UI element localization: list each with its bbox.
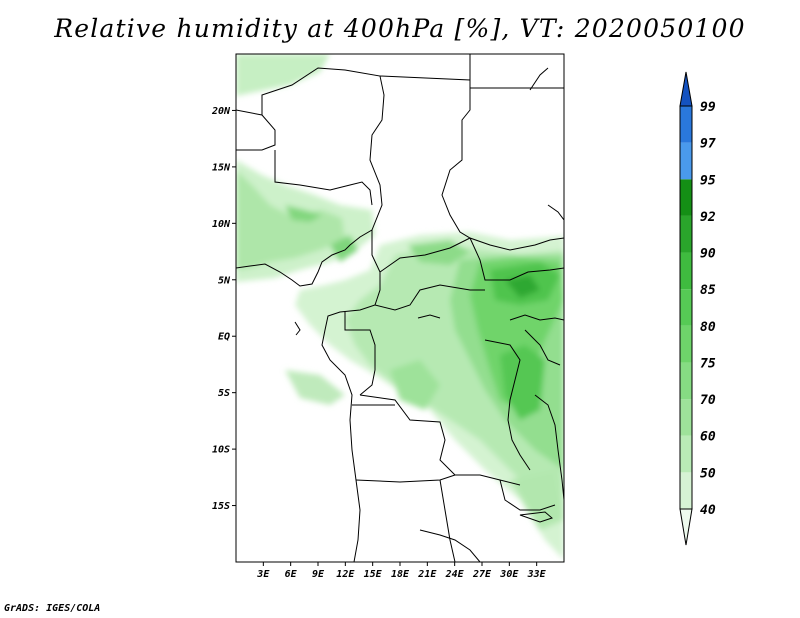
colorbar-label: 97 [700,137,716,152]
lon-tick-label: 6E [285,569,298,580]
colorbar-label: 40 [700,503,716,518]
credit-text: GrADS: IGES/COLA [4,603,101,614]
chart-title: Relative humidity at 400hPa [%], VT: 202… [54,14,746,43]
lat-tick-label: 5N [218,275,231,286]
lat-tick-label: 15N [212,162,231,173]
latitude-axis: 20N 15N 10N 5N EQ 5S 10S 15S [211,106,236,512]
colorbar-segment [680,325,692,363]
colorbar: 40 50 60 70 75 80 85 90 92 95 97 99 [679,71,716,546]
lat-tick-label: 15S [212,501,230,512]
lon-tick-label: 21E [417,569,437,580]
lon-tick-label: 27E [472,569,492,580]
lon-tick-label: 9E [312,569,325,580]
lon-tick-label: 3E [256,569,270,580]
lat-tick-label: EQ [218,332,230,343]
colorbar-label: 70 [700,393,716,408]
colorbar-label: 95 [700,173,716,188]
colorbar-label: 60 [700,430,716,445]
colorbar-segment [680,252,692,290]
colorbar-segment [680,142,692,180]
colorbar-lower-triangle [679,508,693,546]
country-boundaries [236,54,564,562]
colorbar-label: 90 [700,247,716,262]
colorbar-label: 92 [700,210,716,225]
colorbar-label: 80 [700,320,716,335]
colorbar-segment [680,289,692,326]
lat-tick-label: 10S [212,445,230,456]
colorbar-segment [680,215,692,253]
colorbar-upper-triangle [679,71,693,107]
longitude-axis: 3E 6E 9E 12E 15E 18E 21E 24E 27E 30E 33E [256,562,547,580]
lon-tick-label: 30E [499,569,519,580]
colorbar-segment [680,106,692,143]
colorbar-label: 75 [700,356,716,371]
lon-tick-label: 15E [364,569,383,580]
colorbar-segment [680,399,692,436]
colorbar-segment [680,435,692,473]
lon-tick-label: 24E [445,569,465,580]
colorbar-segment [680,472,692,509]
lat-tick-label: 5S [218,388,230,399]
lon-tick-label: 18E [391,569,410,580]
colorbar-label: 99 [700,100,716,115]
lat-tick-label: 10N [212,219,231,230]
colorbar-segment [680,362,692,400]
lat-tick-label: 20N [211,106,231,117]
colorbar-label: 50 [700,466,716,481]
colorbar-label: 85 [700,283,716,298]
lon-tick-label: 33E [527,569,547,580]
lon-tick-label: 12E [336,569,355,580]
colorbar-segment [680,179,692,216]
humidity-field [236,54,564,560]
